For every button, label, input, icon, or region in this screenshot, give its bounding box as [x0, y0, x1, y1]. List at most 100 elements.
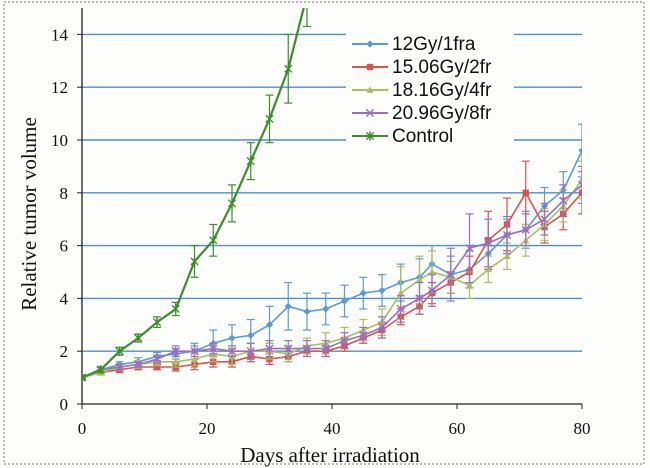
- series-line: [82, 8, 305, 379]
- data-point: [559, 196, 568, 205]
- legend-label: 12Gy/1fra: [392, 34, 476, 55]
- data-point: [377, 323, 387, 332]
- error-bar: [578, 160, 582, 199]
- x-tick-label: 20: [199, 419, 216, 438]
- y-tick-label: 2: [60, 342, 69, 361]
- data-point: [247, 331, 255, 339]
- data-point: [577, 180, 582, 190]
- data-point: [522, 189, 529, 196]
- series-18-16gy-4fr: [82, 160, 582, 381]
- error-bar: [303, 8, 311, 28]
- series-control: [82, 8, 311, 383]
- data-point: [190, 256, 199, 267]
- x-axis-title: Days after irradiation: [240, 443, 420, 467]
- y-tick-label: 0: [60, 395, 69, 414]
- data-point: [322, 305, 330, 313]
- series-20-96gy-8fr: [82, 165, 582, 382]
- legend-item: 20.96Gy/8fr: [352, 103, 492, 124]
- legend-marker: [366, 86, 374, 93]
- legend-item: Control: [352, 126, 453, 147]
- data-point: [82, 373, 87, 383]
- data-point: [134, 360, 143, 369]
- data-point: [578, 189, 582, 196]
- data-point: [246, 347, 255, 356]
- legend-label: 15.06Gy/2fr: [392, 57, 492, 78]
- series-15-06gy-2fr: [82, 160, 582, 381]
- data-point: [209, 235, 218, 245]
- legend-item: 15.06Gy/2fr: [352, 57, 492, 78]
- x-tick-labels: 0 20 40 60 80: [78, 419, 591, 438]
- data-point: [228, 334, 236, 342]
- y-tick-label: 10: [51, 131, 68, 150]
- y-axis-title: Relative tumor volume: [17, 117, 41, 311]
- data-point: [521, 225, 530, 234]
- data-point: [378, 286, 386, 295]
- data-point: [446, 270, 455, 279]
- data-point: [172, 358, 180, 365]
- legend-label: 20.96Gy/8fr: [392, 103, 492, 124]
- y-tick-labels: 0 2 4 6 8 10 12 14: [51, 25, 69, 414]
- x-tick-label: 80: [574, 419, 591, 438]
- data-point: [265, 114, 274, 124]
- series-line: [82, 191, 582, 379]
- data-point: [415, 276, 424, 283]
- data-point: [578, 146, 582, 155]
- legend-marker: [365, 131, 375, 141]
- data-point: [415, 294, 424, 303]
- data-point: [246, 156, 255, 166]
- series-12gy-1fra: [82, 123, 582, 382]
- data-point: [284, 344, 293, 353]
- data-point: [227, 347, 237, 356]
- y-tick-label: 4: [60, 289, 69, 308]
- legend-label: Control: [392, 126, 453, 147]
- legend: 12Gy/1fra15.06Gy/2fr18.16Gy/4fr20.96Gy/8…: [346, 30, 514, 149]
- legend-marker: [366, 40, 374, 48]
- data-point: [227, 198, 237, 208]
- data-point: [502, 230, 512, 240]
- data-point: [209, 344, 218, 353]
- data-point: [340, 297, 349, 305]
- series-line: [82, 184, 582, 379]
- y-tick-label: 12: [51, 78, 68, 97]
- y-tick-label: 6: [60, 237, 69, 256]
- error-bar: [578, 171, 582, 215]
- data-point: [465, 281, 474, 289]
- data-point: [359, 331, 368, 340]
- data-point: [265, 344, 274, 353]
- error-bar: [578, 165, 582, 204]
- error-bar: [578, 123, 582, 178]
- data-point: [396, 304, 405, 314]
- data-point: [428, 268, 436, 275]
- legend-item: 18.16Gy/4fr: [352, 80, 492, 101]
- data-point: [171, 304, 180, 314]
- data-point: [427, 286, 437, 295]
- data-point: [321, 344, 330, 353]
- x-tick-label: 60: [449, 419, 466, 438]
- page-border: [3, 1, 645, 465]
- data-point: [302, 344, 312, 353]
- data-point: [359, 289, 367, 297]
- data-point: [465, 244, 474, 253]
- data-point: [152, 354, 162, 364]
- y-tick-label: 14: [51, 25, 69, 44]
- data-point: [340, 336, 349, 345]
- data-point: [153, 363, 161, 371]
- data-point: [484, 238, 493, 248]
- data-point: [190, 355, 199, 362]
- data-point: [152, 317, 162, 327]
- grid-lines: [82, 33, 582, 352]
- data-point: [540, 215, 549, 224]
- data-point: [397, 289, 405, 296]
- data-point: [265, 321, 274, 329]
- x-tick-label: 40: [324, 419, 341, 438]
- axes: [77, 8, 583, 409]
- legend-marker: [366, 63, 374, 71]
- data-point: [115, 346, 124, 356]
- x-tick-label: 0: [78, 419, 87, 438]
- data-point: [115, 362, 124, 372]
- series-line: [82, 179, 582, 379]
- plot-area: [82, 8, 582, 383]
- data-point: [303, 308, 311, 316]
